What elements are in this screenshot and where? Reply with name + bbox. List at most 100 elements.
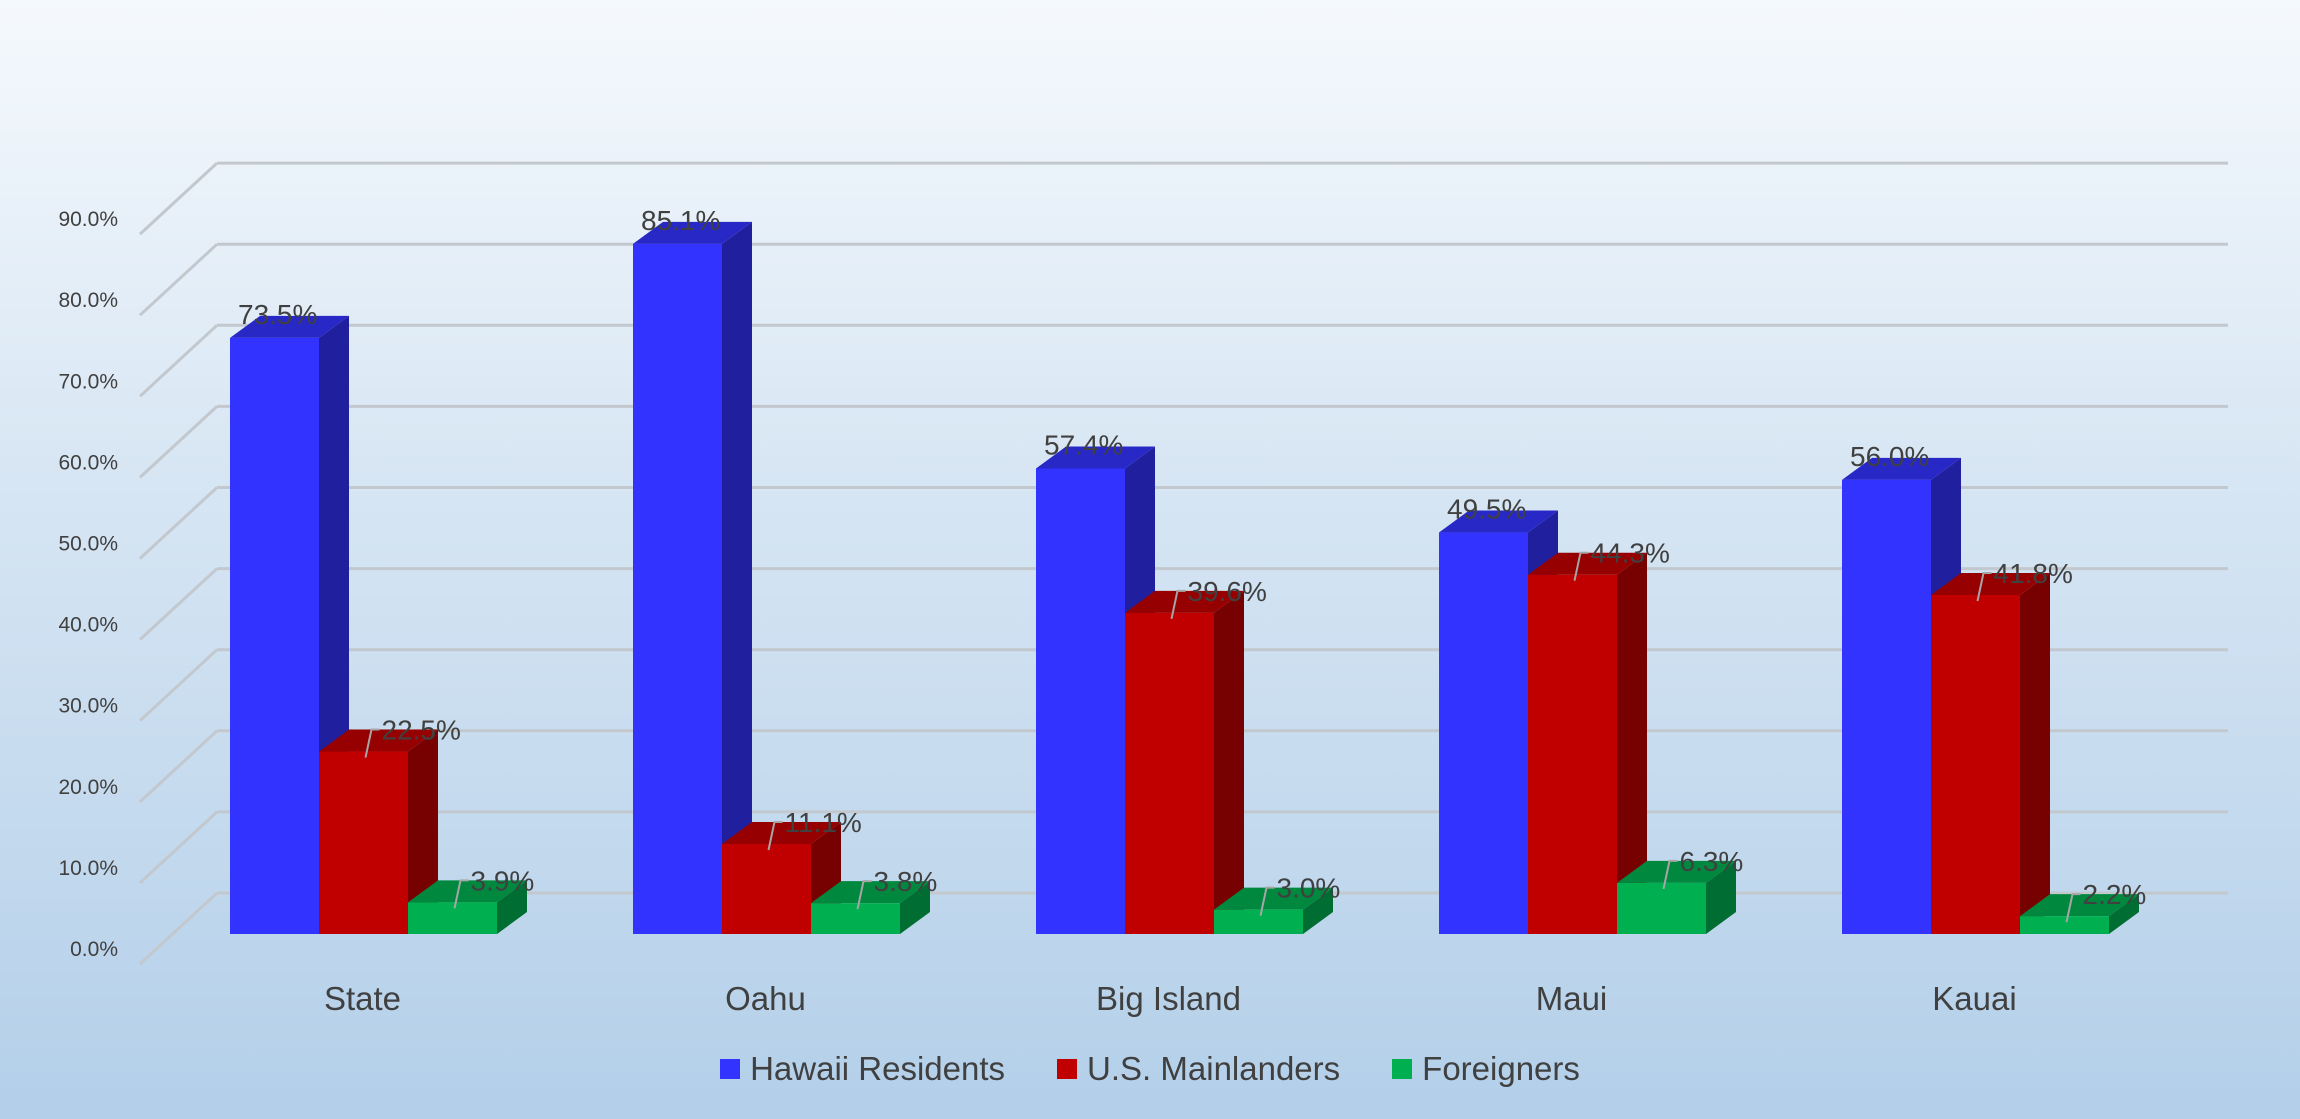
- bar-top: [1931, 573, 2050, 596]
- bar-front: [1528, 574, 1617, 934]
- gridline-diagonal: [138, 161, 219, 236]
- bar-front: [408, 902, 497, 934]
- bar-front: [1931, 595, 2020, 934]
- data-label: 6.3%: [1680, 846, 1744, 877]
- y-tick-label: 50.0%: [58, 533, 118, 556]
- bar-top: [1617, 860, 1736, 883]
- bar-foreigners: [1214, 887, 1333, 934]
- bar-side: [722, 221, 752, 935]
- leader-line: [1976, 572, 1992, 602]
- data-label: 44.3%: [1591, 538, 1670, 569]
- gridline-diagonal: [138, 243, 219, 317]
- gridline-diagonal: [138, 648, 219, 722]
- bar-u-s-mainlanders: [1931, 573, 2050, 934]
- x-category-label: Maui: [1536, 980, 1608, 1017]
- legend-swatch: [720, 1059, 741, 1079]
- y-tick-label: 60.0%: [58, 451, 118, 474]
- bar-front: [1125, 612, 1214, 934]
- bar-side: [1706, 860, 1736, 934]
- data-label: 11.1%: [785, 807, 862, 838]
- bar-top: [319, 729, 438, 752]
- gridline-diagonal: [138, 486, 219, 560]
- leader-line: [1662, 859, 1678, 890]
- y-tick-label: 0.0%: [70, 938, 118, 961]
- legend-item: Foreigners: [1392, 1050, 1580, 1088]
- y-axis: 0.0% 10.0% 20.0% 30.0% 40.0% 50.0% 60.0% 70.0% 8…: [58, 208, 118, 961]
- y-tick-label: 40.0%: [58, 614, 118, 637]
- x-category-label: Kauai: [1932, 980, 2016, 1017]
- bar-top: [408, 880, 527, 903]
- leader-line: [1259, 886, 1275, 916]
- data-label: 39.6%: [1188, 576, 1267, 607]
- legend-label: U.S. Mainlanders: [1087, 1050, 1341, 1087]
- bar-u-s-mainlanders: [319, 729, 438, 934]
- bar-front: [722, 843, 811, 934]
- bar-foreigners: [2020, 894, 2139, 934]
- gridline-diagonal: [138, 324, 219, 398]
- bar-top: [722, 821, 841, 844]
- bar-u-s-mainlanders: [1528, 552, 1647, 934]
- legend-swatch: [1392, 1059, 1413, 1079]
- bar-foreigners: [1617, 860, 1736, 934]
- bar-side: [1214, 590, 1244, 934]
- bar-u-s-mainlanders: [1125, 590, 1244, 934]
- data-label: 57.4%: [1044, 429, 1123, 460]
- bar-side: [408, 729, 438, 934]
- leader-line: [856, 880, 872, 910]
- bar-front: [319, 751, 408, 934]
- y-tick-label: 80.0%: [58, 289, 118, 312]
- gridline-diagonal: [138, 567, 219, 641]
- data-label: 3.8%: [874, 866, 938, 897]
- gridline-diagonal: [138, 405, 219, 479]
- bar-top: [1036, 446, 1155, 469]
- leader-line: [1573, 551, 1589, 581]
- bar-top: [633, 221, 752, 244]
- legend-label: Hawaii Residents: [750, 1050, 1006, 1087]
- bar-front: [1214, 909, 1303, 934]
- leader-line: [453, 879, 469, 909]
- x-category-label: Big Island: [1096, 980, 1241, 1017]
- leader-line: [2065, 893, 2081, 923]
- bar-side: [2109, 894, 2139, 934]
- bar-top: [1528, 552, 1647, 575]
- bar-side: [497, 880, 527, 934]
- data-label: 41.8%: [1994, 558, 2073, 589]
- leader-line: [364, 728, 380, 758]
- bar-top: [811, 881, 930, 904]
- bar-hawaii-residents: [633, 221, 752, 935]
- bar-side: [2020, 573, 2050, 934]
- gridline-diagonal: [138, 891, 219, 966]
- bar-front: [1036, 468, 1125, 934]
- data-label: 3.0%: [1277, 873, 1341, 904]
- bars: 73.5% 22.5% 3.9% 85.1% 11.1% 3.8% 57.4% 39.6% 3.…: [230, 205, 2147, 935]
- bar-top: [2020, 894, 2139, 917]
- bar-front: [633, 243, 722, 935]
- bar-front: [1842, 479, 1931, 934]
- data-label: 73.5%: [238, 299, 317, 330]
- bar-side: [1617, 552, 1647, 934]
- bar-hawaii-residents: [1439, 510, 1558, 934]
- bar-side: [1303, 887, 1333, 934]
- legend-swatch: [1057, 1059, 1078, 1079]
- data-label: 49.5%: [1447, 494, 1526, 525]
- gridline-diagonal: [138, 810, 219, 885]
- gridline-diagonal: [138, 729, 219, 803]
- y-tick-label: 30.0%: [58, 695, 118, 718]
- data-label: 22.5%: [382, 715, 461, 746]
- bar-top: [230, 315, 349, 338]
- bar-front: [230, 337, 319, 934]
- bar-foreigners: [408, 880, 527, 934]
- legend-item: Hawaii Residents: [720, 1050, 1005, 1088]
- bar-top: [1125, 590, 1244, 613]
- x-axis: State Oahu Big Island Maui Kauai: [324, 980, 2017, 1017]
- leader-line: [767, 820, 783, 851]
- bar-front: [2020, 916, 2109, 934]
- bar-top: [1439, 510, 1558, 533]
- y-tick-label: 90.0%: [58, 208, 118, 231]
- data-label: 2.2%: [2083, 879, 2147, 910]
- leader-line: [1170, 589, 1186, 620]
- x-category-label: Oahu: [725, 980, 806, 1017]
- bar-front: [1439, 532, 1528, 934]
- y-tick-label: 10.0%: [58, 857, 118, 880]
